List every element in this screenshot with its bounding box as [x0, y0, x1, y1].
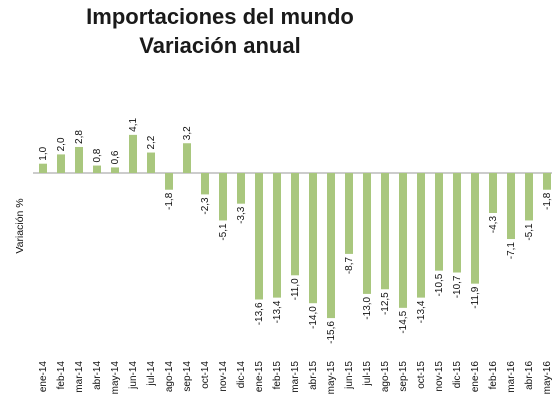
x-tick-label: ago-15: [380, 361, 391, 393]
data-label: -2,3: [200, 197, 211, 215]
data-label: 2,0: [56, 137, 67, 151]
bar-ene-16: [471, 173, 479, 284]
bar-abr-16: [525, 173, 533, 221]
data-label: -13,4: [272, 300, 283, 323]
chart-title-block: Importaciones del mundo Variación anual: [0, 2, 440, 60]
bar-jul-14: [147, 152, 155, 173]
x-tick-label: abr-14: [92, 361, 103, 390]
data-label: 0,8: [92, 148, 103, 162]
data-label: 2,8: [74, 130, 85, 144]
x-tick-label: mar-16: [506, 361, 517, 393]
x-tick-label: feb-14: [56, 361, 67, 390]
bar-mar-15: [291, 173, 299, 276]
bar-dic-15: [453, 173, 461, 273]
bar-jun-15: [345, 173, 353, 254]
x-tick-label: nov-15: [434, 361, 445, 392]
data-label: -12,5: [380, 292, 391, 315]
y-axis-label: Variación %: [14, 198, 26, 253]
bar-nov-14: [219, 173, 227, 221]
bar-ene-15: [255, 173, 263, 300]
x-tick-label: dic-14: [236, 361, 247, 389]
x-tick-label: mar-15: [290, 361, 301, 393]
data-label: -11,9: [470, 286, 481, 308]
x-tick-label: oct-15: [416, 361, 427, 389]
x-tick-label: dic-15: [452, 361, 463, 389]
bar-ago-15: [381, 173, 389, 290]
bar-may-16: [543, 173, 551, 190]
data-label: -13,0: [362, 296, 373, 319]
data-label: -13,4: [416, 300, 427, 323]
bar-ene-14: [39, 163, 47, 173]
plot-area: 1,0 ene-14 2,0 feb-14 2,8 mar-14 0,8 abr-14 0,6 m…: [33, 118, 552, 395]
bar-abr-14: [93, 165, 101, 173]
bar-may-15: [327, 173, 335, 319]
x-tick-label: jun-15: [344, 361, 355, 390]
bar-ago-14: [165, 173, 173, 190]
data-label: 0,6: [110, 150, 121, 164]
data-label: -3,3: [236, 206, 247, 224]
data-label: -1,8: [542, 192, 552, 210]
x-tick-label: feb-16: [488, 361, 499, 390]
chart-subtitle: Variación anual: [139, 33, 301, 58]
x-tick-label: jul-15: [362, 361, 373, 387]
x-tick-label: abr-15: [308, 361, 319, 390]
x-tick-label: ene-16: [470, 361, 481, 393]
x-tick-label: jul-14: [146, 361, 157, 387]
data-label: -1,8: [164, 192, 175, 210]
data-label: -5,1: [218, 223, 229, 241]
bar-feb-16: [489, 173, 497, 213]
x-tick-label: may-16: [542, 361, 552, 395]
data-label: -5,1: [524, 223, 535, 241]
bar-abr-15: [309, 173, 317, 304]
data-label: -14,0: [308, 306, 319, 329]
x-tick-label: ago-14: [164, 361, 175, 393]
x-tick-label: abr-16: [524, 361, 535, 390]
x-tick-label: sep-14: [182, 361, 193, 392]
bar-oct-15: [417, 173, 425, 298]
bar-nov-15: [435, 173, 443, 271]
x-tick-label: nov-14: [218, 361, 229, 392]
x-tick-label: ene-14: [38, 361, 49, 393]
data-label: -7,1: [506, 242, 517, 260]
data-label: 1,0: [38, 146, 49, 160]
x-tick-label: oct-14: [200, 361, 211, 389]
bar-feb-15: [273, 173, 281, 298]
data-label: -10,5: [434, 273, 445, 296]
bar-mar-14: [75, 146, 83, 173]
x-tick-label: sep-15: [398, 361, 409, 392]
data-label: 3,2: [182, 126, 193, 140]
bar-jul-15: [363, 173, 371, 294]
bar-sep-14: [183, 143, 191, 173]
bar-feb-14: [57, 154, 65, 173]
chart-title: Importaciones del mundo: [86, 4, 354, 29]
data-label: -10,7: [452, 275, 463, 298]
data-label: -11,0: [290, 278, 301, 300]
bar-sep-15: [399, 173, 407, 308]
data-label: -14,5: [398, 310, 409, 333]
data-label: -15,6: [326, 321, 337, 344]
x-tick-label: may-14: [110, 361, 121, 395]
data-label: 4,1: [128, 118, 139, 132]
bar-jun-14: [129, 134, 137, 173]
data-label: 2,2: [146, 135, 157, 149]
x-tick-label: may-15: [326, 361, 337, 395]
data-label: -8,7: [344, 256, 355, 274]
x-tick-label: ene-15: [254, 361, 265, 393]
data-label: -4,3: [488, 216, 499, 234]
bar-dic-14: [237, 173, 245, 204]
data-label: -13,6: [254, 302, 265, 325]
x-tick-label: jun-14: [128, 361, 139, 390]
bar-mar-16: [507, 173, 515, 240]
x-tick-label: mar-14: [74, 361, 85, 393]
bar-may-14: [111, 167, 119, 173]
x-tick-label: feb-15: [272, 361, 283, 390]
bar-oct-14: [201, 173, 209, 195]
